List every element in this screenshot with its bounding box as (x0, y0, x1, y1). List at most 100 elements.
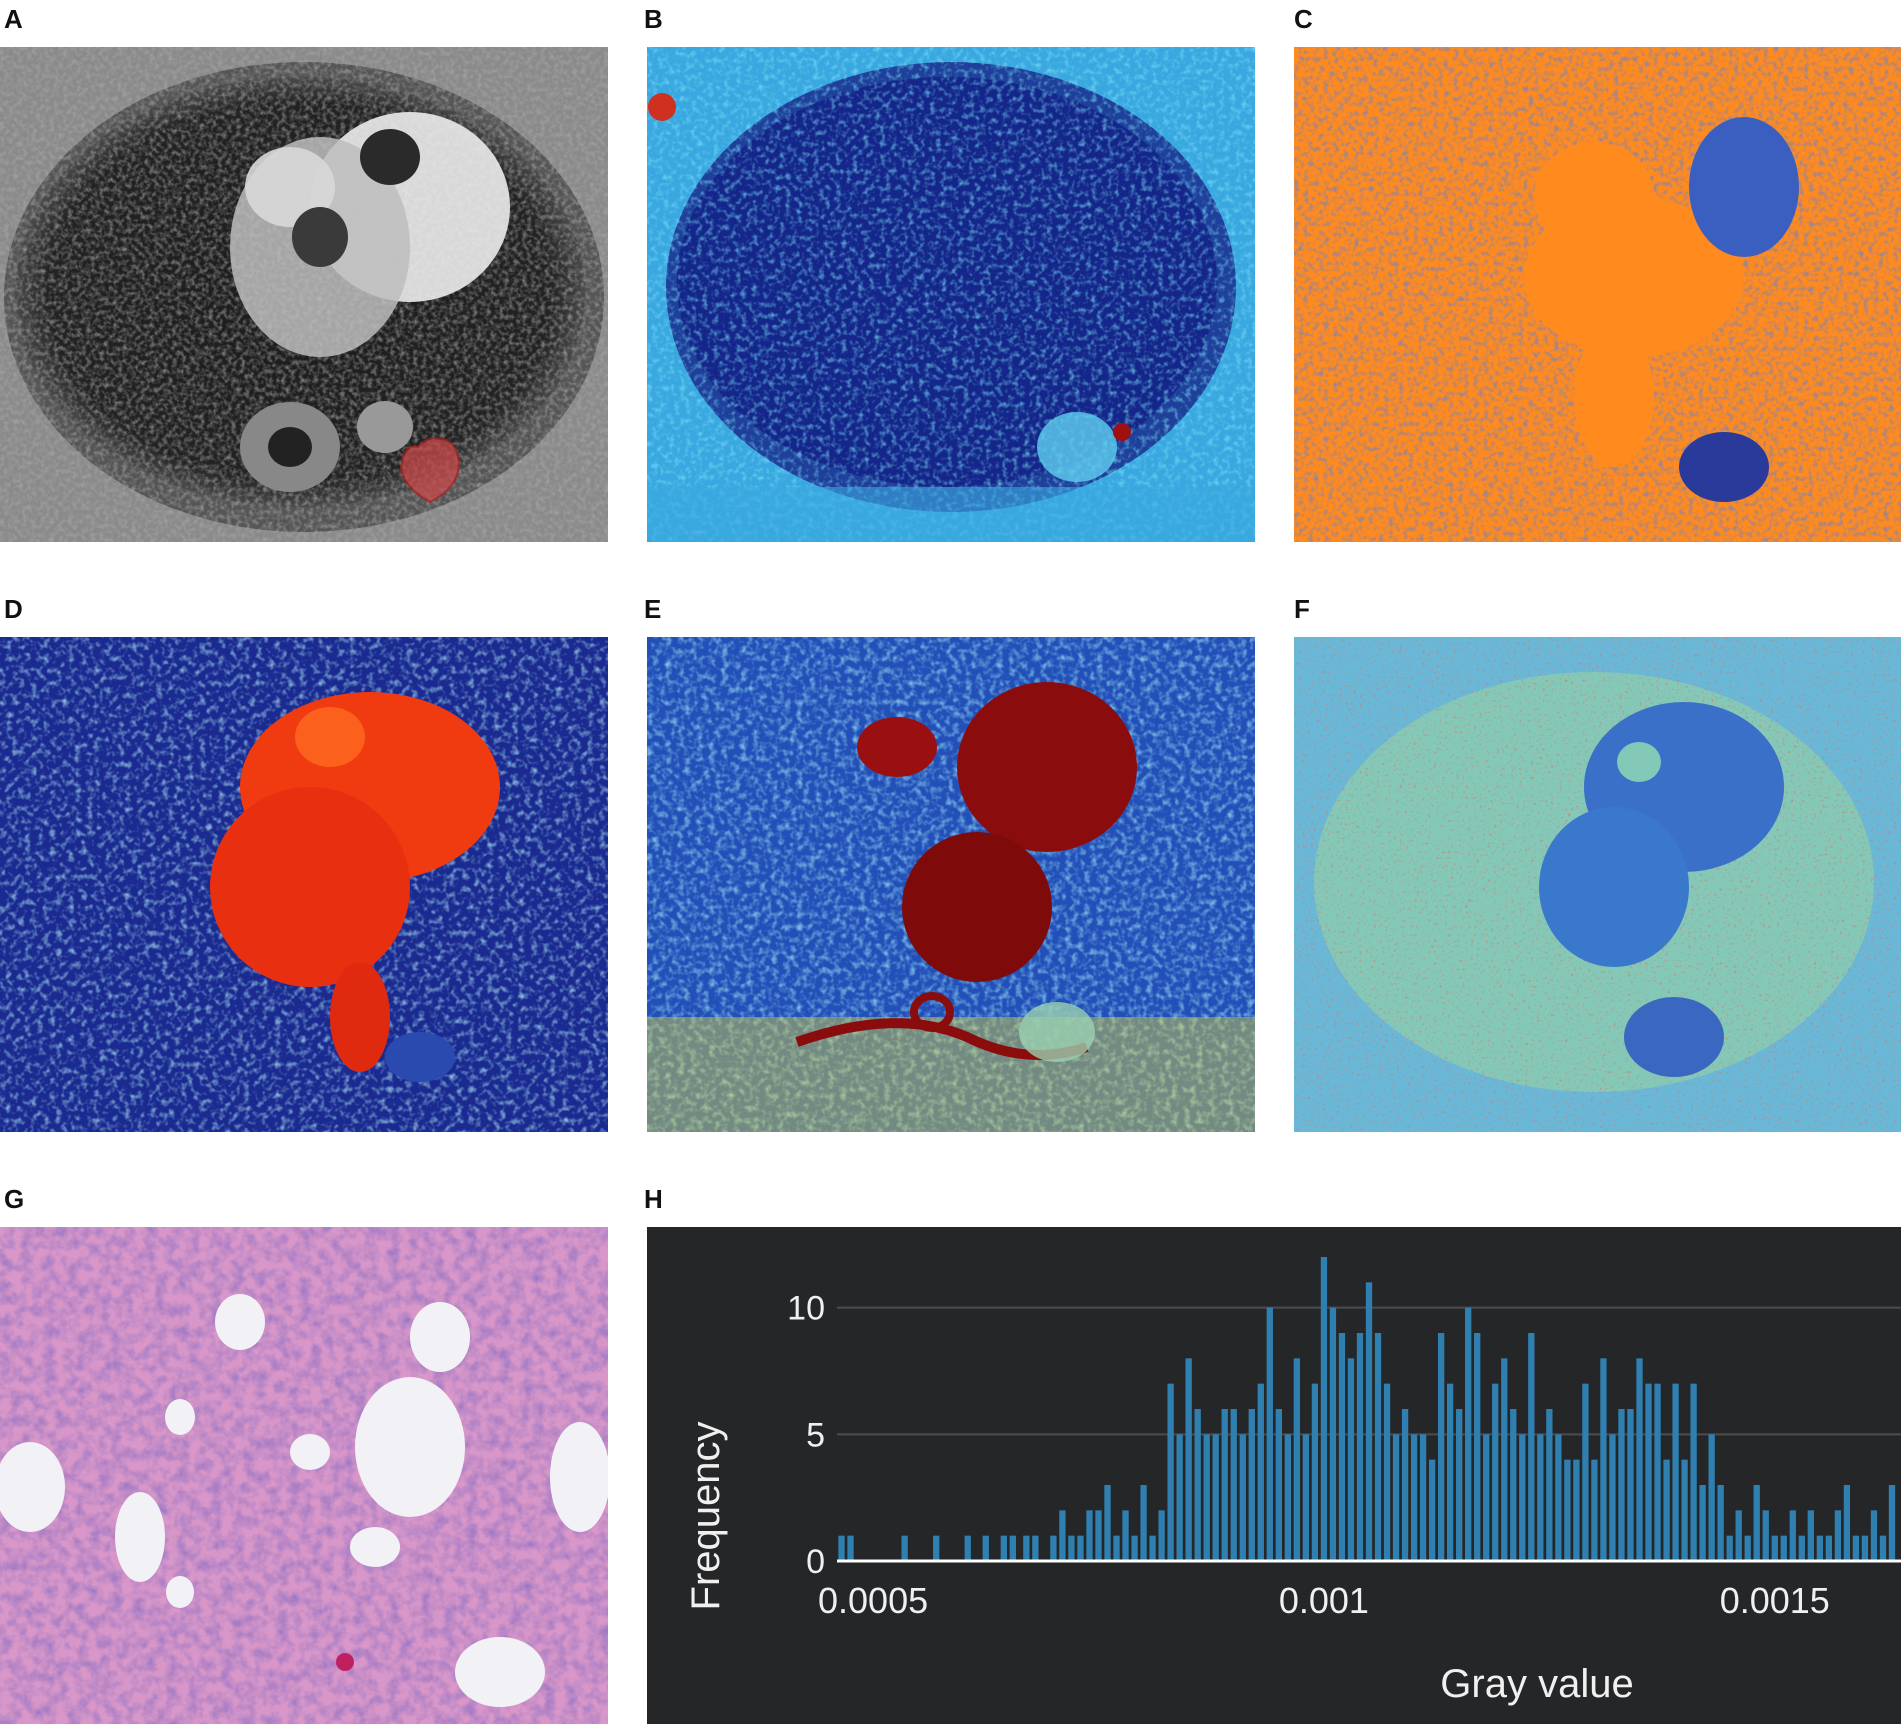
histogram-bar (1266, 1307, 1273, 1561)
histogram-bar (1122, 1510, 1129, 1561)
histogram-bar (1519, 1434, 1526, 1561)
histogram-bar (964, 1535, 971, 1561)
panel-label-g: G (4, 1184, 25, 1214)
parametric-map-f (1294, 637, 1901, 1132)
mri-grayscale-image (0, 47, 608, 542)
panel-label-f: F (1294, 594, 1310, 624)
histogram-bar (1888, 1485, 1896, 1561)
histogram-bar (1870, 1510, 1878, 1561)
histogram-bar (1645, 1383, 1652, 1561)
histogram-bar (1636, 1358, 1643, 1561)
histogram-bar (1474, 1333, 1481, 1561)
x-axis-label: Gray value (1440, 1662, 1633, 1706)
histogram-bar (933, 1535, 940, 1561)
histogram-bar (1726, 1535, 1733, 1561)
histogram-bar (1347, 1358, 1355, 1561)
y-tick-labels: 0 5 10 (787, 1290, 825, 1581)
histogram-bar (1446, 1383, 1454, 1561)
histogram-bar (1068, 1535, 1075, 1561)
histogram-bar (1383, 1383, 1391, 1561)
histogram-bar (1717, 1485, 1724, 1561)
histogram-bar (1320, 1257, 1328, 1561)
histogram-bar (1537, 1434, 1544, 1561)
lesion-roi (400, 437, 460, 504)
histogram-bar (1221, 1409, 1228, 1561)
histogram-bar (1744, 1535, 1751, 1561)
parametric-map-e-panel (647, 637, 1255, 1132)
histogram-bar (1113, 1535, 1120, 1561)
histogram-bar (1834, 1510, 1842, 1561)
histogram-bar (1861, 1535, 1869, 1561)
parametric-map-d (0, 637, 608, 1132)
histogram-bar (1095, 1510, 1102, 1561)
parametric-map-c (1294, 47, 1901, 542)
histogram-bar (1356, 1333, 1364, 1561)
histogram-bar (1248, 1409, 1255, 1561)
histogram-bar (1600, 1358, 1607, 1561)
histogram-bar (1158, 1510, 1165, 1561)
histogram-bar (1483, 1434, 1490, 1561)
histogram-bar (1672, 1383, 1679, 1561)
histogram-bar (1582, 1383, 1589, 1561)
histogram-bar (1401, 1409, 1409, 1561)
histogram-bar (1437, 1333, 1445, 1561)
histogram-bar (1185, 1358, 1192, 1561)
histogram-bar (1410, 1434, 1418, 1561)
histogram-bar (1230, 1409, 1237, 1561)
histogram-bar (1735, 1510, 1742, 1561)
histology-image-panel (0, 1227, 608, 1724)
panel-label-d: D (4, 594, 23, 624)
histogram-bar (982, 1535, 989, 1561)
histogram-bar (901, 1535, 908, 1561)
histogram-bar (1176, 1434, 1183, 1561)
histogram-bar (1699, 1485, 1706, 1561)
histogram-bar (1338, 1333, 1346, 1561)
histogram-bar (1690, 1383, 1697, 1561)
histogram-bar (1654, 1383, 1661, 1561)
histogram-bar (1456, 1409, 1463, 1561)
histogram-bar (1879, 1535, 1887, 1561)
parametric-map-e (647, 637, 1255, 1132)
y-tick-label: 0 (806, 1543, 825, 1581)
histogram-bar (1708, 1434, 1715, 1561)
histogram-bar (1762, 1510, 1769, 1561)
histogram-bar (1329, 1307, 1337, 1561)
histogram-bar (1167, 1383, 1174, 1561)
histogram-bar (1825, 1535, 1833, 1561)
histogram-bar (1140, 1485, 1147, 1561)
histogram-bar (1852, 1535, 1860, 1561)
parametric-map-b (647, 47, 1255, 542)
histogram-bar (1374, 1333, 1382, 1561)
histogram-bar (1257, 1383, 1264, 1561)
panel-label-b: B (644, 4, 663, 34)
histogram-bar (1573, 1459, 1580, 1561)
histogram-bar (1086, 1510, 1093, 1561)
histogram-bar (1798, 1535, 1805, 1561)
histogram-bar (1771, 1535, 1778, 1561)
histogram-bar (1212, 1434, 1219, 1561)
histogram-bar (1465, 1307, 1472, 1561)
histogram-bar (1275, 1409, 1282, 1561)
histogram-bar (1428, 1459, 1436, 1561)
histogram-bar (838, 1535, 845, 1561)
histogram-bar (1618, 1409, 1625, 1561)
histogram-bar (1609, 1434, 1616, 1561)
histogram-bar (1564, 1459, 1571, 1561)
histogram-bar (1419, 1434, 1427, 1561)
histogram-bar (1555, 1434, 1562, 1561)
histogram-bar (1000, 1535, 1007, 1561)
parametric-map-c-panel (1294, 47, 1901, 542)
x-tick-label: 0.001 (1279, 1580, 1369, 1621)
histogram-bar (1032, 1535, 1039, 1561)
panel-label-a: A (4, 4, 23, 34)
histogram-chart: 0 5 10 0.0005 0.001 0.0015 Frequency Gray va… (684, 1257, 1901, 1706)
histogram-bar (1302, 1434, 1310, 1561)
histogram-bar (1816, 1535, 1824, 1561)
histogram-bar (1501, 1358, 1508, 1561)
histogram-bar (1789, 1510, 1796, 1561)
histogram-bar (1293, 1358, 1301, 1561)
mri-image-panel (0, 47, 608, 542)
histogram-bar (1591, 1459, 1598, 1561)
histogram-bars (838, 1257, 1896, 1561)
histogram-bar (1753, 1485, 1760, 1561)
